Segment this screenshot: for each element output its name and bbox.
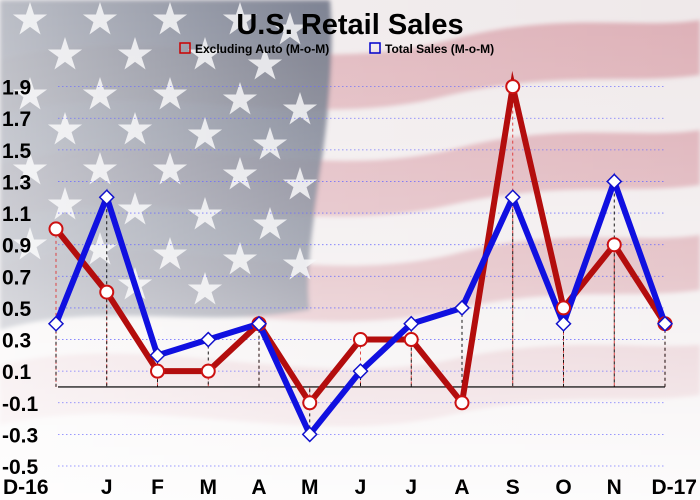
x-axis-tick-labels: D-16 J F M A M J J A S O N D-17 bbox=[3, 476, 697, 499]
data-point bbox=[250, 315, 268, 332]
data-point bbox=[504, 189, 521, 206]
data-point bbox=[99, 284, 115, 300]
data-point bbox=[454, 395, 470, 411]
x-tick-label: J bbox=[101, 476, 113, 499]
x-tick-label: A bbox=[251, 476, 266, 499]
data-point bbox=[149, 347, 166, 364]
x-tick-label: A bbox=[454, 476, 469, 499]
data-point bbox=[606, 237, 622, 253]
x-tick-label: F bbox=[151, 476, 164, 499]
y-tick-label: -0.5 bbox=[2, 456, 39, 479]
data-point bbox=[353, 332, 368, 348]
data-point bbox=[403, 315, 420, 332]
y-tick-label: 1.9 bbox=[2, 77, 31, 100]
data-point bbox=[150, 363, 165, 379]
legend-label-total-sales: Total Sales (M-o-M) bbox=[385, 42, 494, 56]
y-tick-label: 1.5 bbox=[2, 140, 32, 163]
markers-total-sales bbox=[47, 173, 674, 443]
x-tick-label: J bbox=[355, 476, 367, 499]
x-tick-label: D-17 bbox=[651, 476, 697, 499]
x-tick-label: S bbox=[506, 476, 520, 499]
x-tick-label: M bbox=[200, 476, 218, 499]
x-tick-label: N bbox=[607, 476, 622, 499]
y-tick-label: 1.7 bbox=[2, 108, 31, 131]
data-point bbox=[352, 363, 369, 380]
y-tick-label: 1.1 bbox=[2, 203, 32, 226]
data-point bbox=[656, 315, 674, 332]
y-tick-label: 0.9 bbox=[2, 235, 31, 258]
y-axis-tick-labels: 1.9 1.7 1.5 1.3 1.1 0.9 0.7 0.5 0.3 0.1 -0.1 -0.3 -0… bbox=[2, 77, 39, 479]
y-tick-label: -0.1 bbox=[2, 393, 39, 416]
y-tick-label: 1.3 bbox=[2, 171, 31, 194]
x-tick-label: D-16 bbox=[3, 476, 49, 499]
legend: Excluding Auto (M-o-M) Total Sales (M-o-… bbox=[179, 42, 494, 56]
x-tick-label: M bbox=[301, 476, 319, 499]
legend-swatch-total-sales bbox=[369, 42, 381, 54]
data-point bbox=[200, 331, 217, 348]
x-tick-label: J bbox=[405, 476, 417, 499]
data-point bbox=[453, 299, 471, 316]
data-point bbox=[98, 189, 115, 206]
data-point bbox=[47, 315, 65, 332]
data-point bbox=[403, 332, 419, 348]
data-point bbox=[555, 315, 572, 332]
data-point bbox=[48, 221, 64, 237]
y-tick-label: 0.7 bbox=[2, 266, 31, 289]
y-tick-label: 0.3 bbox=[2, 330, 31, 353]
data-point bbox=[301, 426, 318, 443]
x-tick-label: O bbox=[555, 476, 571, 499]
data-point bbox=[200, 363, 216, 379]
y-tick-label: 0.1 bbox=[2, 361, 32, 384]
legend-label-excluding-auto: Excluding Auto (M-o-M) bbox=[195, 42, 329, 56]
y-tick-label: -0.3 bbox=[2, 424, 38, 447]
chart-title: U.S. Retail Sales bbox=[236, 9, 463, 41]
y-tick-label: 0.5 bbox=[2, 298, 32, 321]
data-point bbox=[302, 395, 318, 411]
data-point bbox=[606, 173, 623, 190]
data-point bbox=[505, 79, 521, 95]
data-point bbox=[556, 300, 571, 316]
legend-swatch-excluding-auto bbox=[179, 42, 191, 54]
